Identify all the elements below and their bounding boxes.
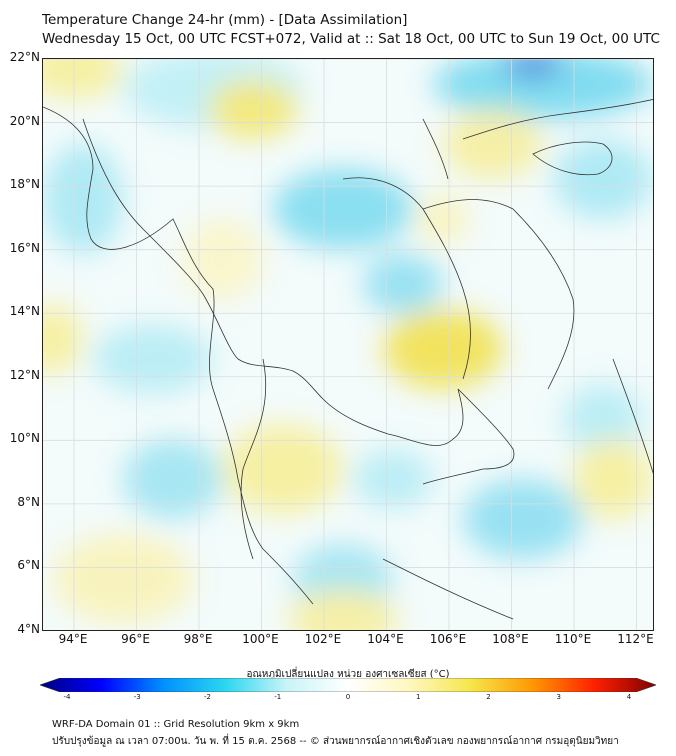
latitude-label: 10°N [9,431,40,446]
warm-region [383,309,503,389]
longitude-label: 100°E [242,632,279,646]
latitude-label: 8°N [17,494,40,509]
colorbar-tick-label: -4 [63,693,71,701]
cool-region [463,479,583,559]
colorbar-tick-label: 0 [345,693,351,701]
map-panel [42,58,654,631]
warm-region [43,59,123,99]
map-title: Temperature Change 24-hr (mm) - [Data As… [42,12,408,28]
latitude-label: 16°N [9,240,40,255]
longitude-label: 106°E [429,632,467,646]
colorbar [40,678,656,692]
latitude-label: 20°N [9,113,40,128]
cool-region [273,169,413,249]
latitude-label: 4°N [17,622,40,636]
temperature-field-map [43,59,653,630]
colorbar-tick-label: -2 [204,693,211,701]
map-subtitle: Wednesday 15 Oct, 00 UTC FCST+072, Valid… [42,31,660,47]
footer-credit: ปรับปรุงข้อมูล ณ เวลา 07:00น. วัน พ. ที่… [52,736,619,747]
longitude-label: 108°E [492,632,529,646]
colorbar-tick-label: 2 [486,693,491,701]
latitude-label: 14°N [9,304,40,319]
colorbar-tick-label: 4 [626,693,632,701]
longitude-label: 104°E [367,632,404,646]
warm-region [53,534,193,624]
cool-region [123,439,223,519]
coastlines-and-borders [43,99,653,620]
warm-region [418,194,468,244]
longitude-label: 96°E [121,632,150,646]
cool-region [503,59,563,76]
warm-region [183,219,263,299]
graticule [43,59,653,630]
cool-region [553,139,653,219]
colorbar-tick-label: -1 [274,693,282,701]
cool-region [353,449,433,509]
cool-region [563,384,643,454]
footer-domain-info: WRF-DA Domain 01 :: Grid Resolution 9km … [52,719,300,730]
warm-region [443,109,543,179]
cool-region [433,59,653,119]
warm-region [223,424,343,514]
latitude-label: 22°N [9,50,40,64]
cool-region [363,254,443,314]
colorbar-title: อุณหภูมิเปลี่ยนแปลง หน่วย องศาเซลเซียส (… [246,669,450,680]
warm-region [288,589,398,630]
latitude-label: 18°N [9,177,40,192]
warm-region [208,79,298,139]
colorbar-tick-label: -3 [133,693,141,701]
warm-region [43,304,83,374]
longitude-label: 94°E [58,632,88,646]
warm-region [573,439,653,519]
latitude-label: 12°N [9,367,40,382]
latitude-label: 6°N [17,558,40,573]
longitude-label: 98°E [183,632,213,646]
longitude-label: 110°E [554,632,592,646]
cool-region [93,324,213,394]
longitude-label: 112°E [617,632,654,646]
colorbar-tick-label: 1 [416,693,421,701]
colorbar-tick-label: 3 [556,693,561,701]
longitude-label: 102°E [304,632,342,646]
cool-region [43,144,123,254]
